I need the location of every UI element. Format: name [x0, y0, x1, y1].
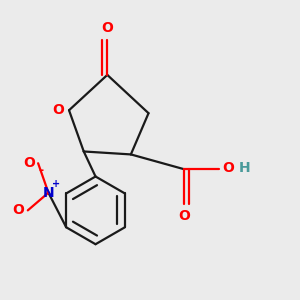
Text: O: O — [23, 156, 34, 170]
Text: O: O — [12, 203, 24, 218]
Text: H: H — [238, 161, 250, 175]
Text: -: - — [38, 164, 43, 177]
Text: O: O — [52, 103, 64, 117]
Text: N: N — [43, 186, 54, 200]
Text: O: O — [222, 161, 234, 175]
Text: O: O — [101, 21, 113, 35]
Text: O: O — [178, 209, 190, 223]
Text: +: + — [52, 179, 60, 189]
